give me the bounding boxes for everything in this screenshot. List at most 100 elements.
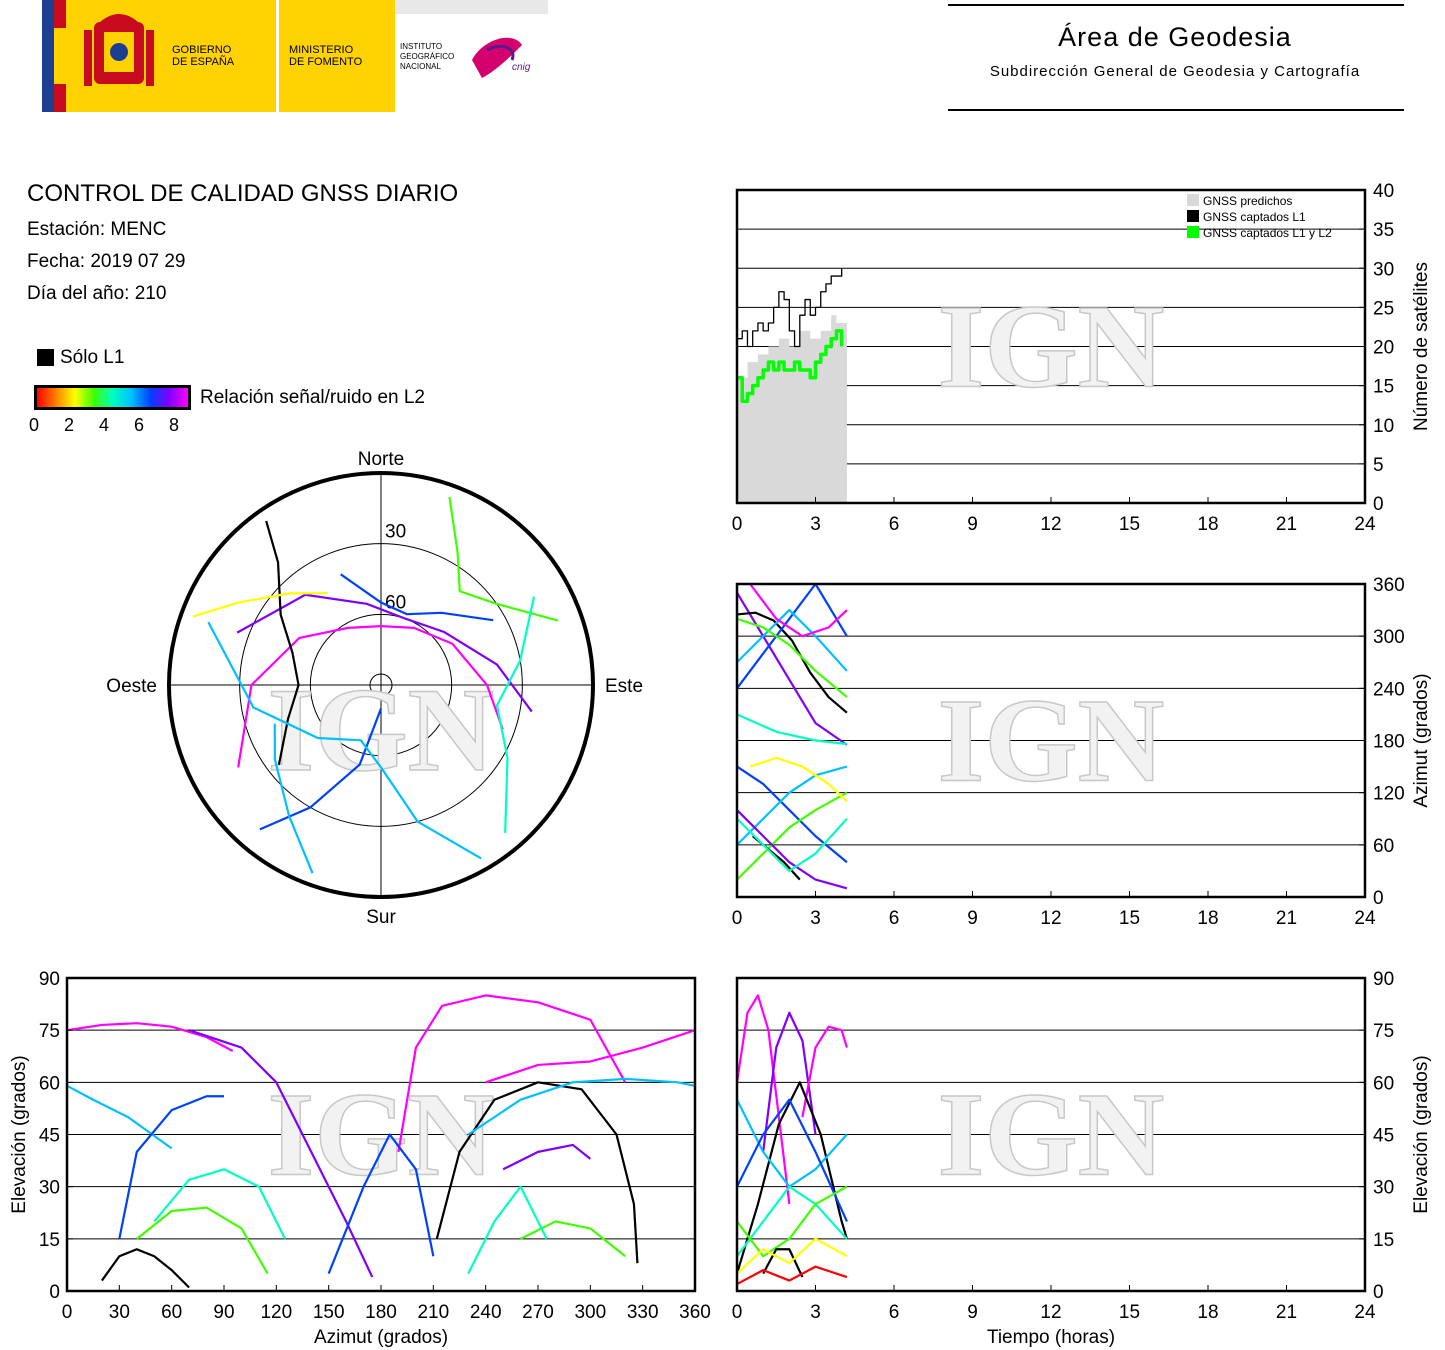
y-tick-label: 35 xyxy=(1373,220,1394,241)
station-label: Estación: MENC xyxy=(27,219,167,240)
government-logo-banner: GOBIERNO DE ESPAÑA MINISTERIO DE FOMENTO I… xyxy=(42,0,548,112)
y-tick-label: 10 xyxy=(1373,416,1394,437)
y-tick-label: 75 xyxy=(39,1021,60,1042)
y-tick-label: 0 xyxy=(1373,888,1384,909)
elevation-ring-label: 30 xyxy=(385,522,406,543)
satellite-track xyxy=(237,625,504,768)
x-tick-label: 21 xyxy=(1276,908,1297,929)
y-tick-label: 15 xyxy=(39,1230,60,1251)
gobierno-label: GOBIERNO DE ESPAÑA xyxy=(172,44,235,68)
ign-label: INSTITUTO GEOGRÁFICO NACIONAL xyxy=(400,42,455,71)
series-line xyxy=(737,329,844,404)
elevation-vs-azimuth-chart: IGN 0 30 60 90 120 150 180 210 240 270 300 330 360 0 15… xyxy=(9,969,711,1348)
x-tick-label: 150 xyxy=(313,1302,345,1323)
series-line xyxy=(736,608,848,672)
x-tick-label: 24 xyxy=(1354,1302,1376,1323)
satellite-track xyxy=(265,520,300,765)
report-title: CONTROL DE CALIDAD GNSS DIARIO xyxy=(27,180,459,207)
cnig-label: cnig xyxy=(512,62,531,73)
y-tick-label: 180 xyxy=(1373,732,1405,753)
x-tick-label: 24 xyxy=(1354,514,1376,535)
x-tick-label: 12 xyxy=(1040,1302,1061,1323)
y-tick-label: 75 xyxy=(1373,1021,1394,1042)
horizon-circle xyxy=(167,471,595,899)
legend-entry: GNSS captados L1 xyxy=(1203,210,1306,224)
ign-watermark: IGN xyxy=(938,1068,1165,1201)
series-line xyxy=(502,1143,592,1171)
cnig-logo-icon xyxy=(472,37,522,78)
coat-of-arms-icon xyxy=(84,14,154,86)
y-axis-label: Azimut (grados) xyxy=(1411,673,1432,807)
series-line xyxy=(736,1237,848,1275)
south-label: Sur xyxy=(366,907,396,928)
y-tick-label: 90 xyxy=(1373,969,1394,990)
x-tick-label: 210 xyxy=(417,1302,449,1323)
y-tick-label: 360 xyxy=(1373,575,1405,596)
x-tick-label: 360 xyxy=(679,1302,711,1323)
series-line xyxy=(736,582,848,689)
x-tick-label: 12 xyxy=(1040,908,1061,929)
x-tick-label: 9 xyxy=(967,1302,978,1323)
legend-swatch xyxy=(1187,226,1199,238)
x-tick-label: 15 xyxy=(1119,1302,1140,1323)
ign-watermark: IGN xyxy=(938,280,1165,413)
area-subtitle: Subdirección General de Geodesia y Carto… xyxy=(989,63,1361,80)
x-tick-label: 15 xyxy=(1119,514,1140,535)
ministerio-block xyxy=(279,0,395,112)
legend-swatch xyxy=(1187,194,1199,206)
x-tick-label: 15 xyxy=(1119,908,1140,929)
x-tick-label: 18 xyxy=(1197,908,1218,929)
west-label: Oeste xyxy=(106,676,157,697)
series-line xyxy=(749,756,848,803)
series-line xyxy=(736,1185,848,1257)
series-line xyxy=(762,1011,817,1153)
series-line xyxy=(188,1029,374,1278)
x-tick-label: 18 xyxy=(1197,1302,1218,1323)
ign-watermark: IGN xyxy=(938,674,1165,807)
colorbar-tick: 0 xyxy=(29,415,40,435)
x-tick-label: 0 xyxy=(62,1302,73,1323)
x-tick-label: 300 xyxy=(574,1302,606,1323)
series-line xyxy=(467,1077,696,1136)
colorbar-tick: 2 xyxy=(64,415,75,435)
y-axis-label: Elevación (grados) xyxy=(9,1055,30,1213)
only-l1-swatch xyxy=(37,349,54,366)
legend-entry: GNSS captados L1 y L2 xyxy=(1203,226,1332,240)
elevation-ring xyxy=(239,543,523,827)
x-tick-label: 330 xyxy=(627,1302,659,1323)
y-tick-label: 60 xyxy=(39,1073,60,1094)
government-logo-graphic xyxy=(42,0,548,112)
y-axis-label: Número de satélites xyxy=(1411,262,1432,431)
series-line xyxy=(153,1168,287,1240)
series-line xyxy=(397,994,627,1153)
y-tick-label: 15 xyxy=(1373,1230,1394,1251)
x-tick-label: 0 xyxy=(732,908,743,929)
satellite-track xyxy=(448,496,559,622)
x-tick-label: 3 xyxy=(810,1302,821,1323)
series-line xyxy=(736,1265,848,1286)
x-tick-label: 6 xyxy=(889,908,900,929)
y-tick-label: 30 xyxy=(39,1178,60,1199)
snr-label: Relación señal/ruido en L2 xyxy=(200,387,425,408)
x-tick-label: 6 xyxy=(889,514,900,535)
snr-colorbar xyxy=(34,385,191,410)
x-tick-label: 120 xyxy=(260,1302,292,1323)
series-line xyxy=(100,1248,190,1289)
y-tick-label: 0 xyxy=(49,1282,60,1303)
satellite-track xyxy=(192,592,329,618)
legend-entry: GNSS predichos xyxy=(1203,194,1292,208)
y-tick-label: 5 xyxy=(1373,455,1384,476)
satellite-track xyxy=(495,596,536,834)
y-tick-label: 25 xyxy=(1373,298,1394,319)
x-tick-label: 60 xyxy=(161,1302,182,1323)
x-tick-label: 21 xyxy=(1276,514,1297,535)
y-axis-label: Elevación (grados) xyxy=(1411,1055,1432,1213)
series-line xyxy=(736,617,848,698)
series-line xyxy=(66,1022,234,1053)
y-tick-label: 45 xyxy=(1373,1126,1394,1147)
series-line xyxy=(467,1185,548,1275)
series-line xyxy=(520,1220,626,1258)
series-line xyxy=(736,1098,848,1222)
